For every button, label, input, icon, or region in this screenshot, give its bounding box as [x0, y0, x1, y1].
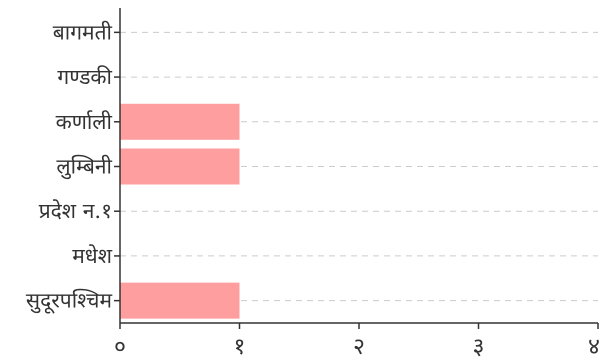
category-label: गण्डकी	[57, 65, 112, 89]
x-tick-label: ४	[588, 334, 600, 360]
category-labels: बागमती गण्डकी कर्णाली लुम्बिनी प्रदेश न.१ मधे…	[26, 20, 120, 315]
category-label: लुम्बिनी	[56, 155, 112, 180]
bar	[120, 282, 240, 319]
x-axis-ticks: ० १ २ ३ ४	[114, 323, 600, 360]
bar	[120, 148, 240, 185]
x-tick-label: १	[234, 334, 246, 360]
x-tick-label: २	[353, 334, 365, 360]
category-label: प्रदेश न.१	[39, 199, 112, 223]
x-tick-label: ३	[473, 334, 485, 360]
category-label: बागमती	[53, 20, 113, 44]
category-label: मधेश	[72, 244, 112, 268]
category-label: सुदूरपश्चिम	[26, 289, 113, 315]
x-tick-label: ०	[114, 334, 126, 360]
bars	[120, 103, 240, 319]
category-label: कर्णाली	[56, 110, 113, 134]
bar	[120, 103, 240, 140]
